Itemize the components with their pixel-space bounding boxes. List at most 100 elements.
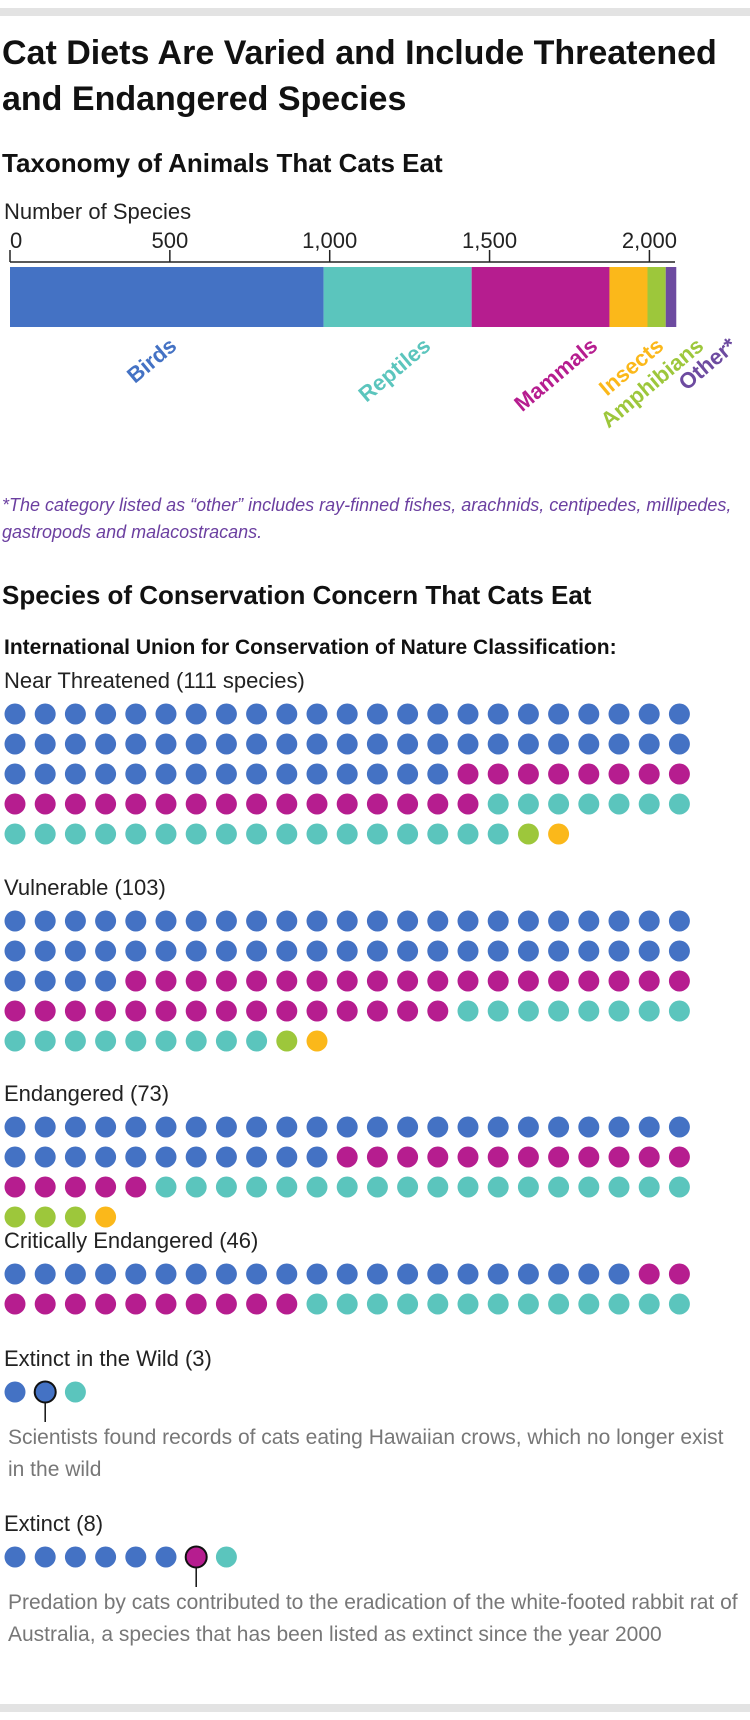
species-dot-birds: [306, 733, 328, 755]
species-dot-mammals: [366, 970, 388, 992]
species-dot-mammals: [4, 793, 26, 815]
species-dot-mammals: [306, 793, 328, 815]
species-dot-birds: [306, 1116, 328, 1138]
species-dot-birds: [33, 1380, 57, 1404]
species-dot-mammals: [276, 1293, 298, 1315]
group-label: Vulnerable (103): [4, 875, 166, 900]
bar-segment-birds: [10, 267, 324, 327]
species-dot-birds: [276, 1263, 298, 1285]
species-dot-reptiles: [668, 1176, 690, 1198]
species-dot-birds: [487, 733, 509, 755]
species-dot-mammals: [185, 793, 207, 815]
species-dot-reptiles: [276, 823, 298, 845]
species-dot-birds: [155, 1263, 177, 1285]
species-dot-reptiles: [155, 1030, 177, 1052]
species-dot-insects: [306, 1030, 328, 1052]
species-dot-birds: [34, 763, 56, 785]
species-dot-birds: [125, 763, 147, 785]
species-dot-birds: [638, 733, 660, 755]
species-dot-reptiles: [64, 823, 86, 845]
species-dot-birds: [366, 733, 388, 755]
species-dot-insects: [548, 823, 570, 845]
species-dot-birds: [366, 763, 388, 785]
species-dot-birds: [578, 940, 600, 962]
species-dot-birds: [457, 940, 479, 962]
species-dot-reptiles: [517, 1293, 539, 1315]
species-dot-birds: [397, 733, 419, 755]
species-dot-mammals: [427, 793, 449, 815]
species-dot-birds: [246, 1263, 268, 1285]
species-dot-mammals: [4, 1293, 26, 1315]
bar-segment-reptiles: [323, 267, 472, 327]
species-dot-mammals: [155, 1293, 177, 1315]
species-dot-mammals: [608, 1146, 630, 1168]
other-footnote: *The category listed as “other” includes…: [2, 495, 732, 542]
species-dot-birds: [215, 940, 237, 962]
species-dot-birds: [366, 910, 388, 932]
species-dot-birds: [487, 1116, 509, 1138]
species-dot-reptiles: [427, 1176, 449, 1198]
species-dot-birds: [427, 1116, 449, 1138]
species-dot-birds: [95, 763, 117, 785]
bar-segment-insects: [609, 267, 648, 327]
species-dot-reptiles: [366, 1293, 388, 1315]
species-dot-birds: [306, 703, 328, 725]
bar-segment-other: [665, 267, 677, 327]
species-dot-birds: [517, 733, 539, 755]
species-dot-reptiles: [125, 823, 147, 845]
species-dot-birds: [306, 1146, 328, 1168]
species-dot-birds: [64, 970, 86, 992]
species-dot-reptiles: [276, 1176, 298, 1198]
species-dot-birds: [64, 1146, 86, 1168]
species-dot-birds: [95, 1116, 117, 1138]
species-dot-birds: [608, 940, 630, 962]
species-dot-mammals: [34, 1000, 56, 1022]
species-dot-reptiles: [548, 793, 570, 815]
species-dot-birds: [548, 703, 570, 725]
species-dot-birds: [34, 1146, 56, 1168]
species-dot-birds: [4, 1116, 26, 1138]
species-dot-mammals: [155, 1000, 177, 1022]
species-dot-mammals: [34, 1293, 56, 1315]
species-dot-reptiles: [336, 1293, 358, 1315]
species-dot-reptiles: [64, 1030, 86, 1052]
species-dot-reptiles: [185, 1030, 207, 1052]
species-dot-birds: [548, 910, 570, 932]
species-dot-birds: [155, 910, 177, 932]
species-dot-birds: [638, 940, 660, 962]
species-dot-mammals: [517, 970, 539, 992]
dot-grid: [4, 1116, 690, 1228]
species-dot-birds: [366, 1263, 388, 1285]
species-dot-birds: [215, 1263, 237, 1285]
species-dot-reptiles: [246, 1030, 268, 1052]
species-dot-birds: [427, 733, 449, 755]
species-dot-mammals: [668, 1263, 690, 1285]
species-dot-birds: [336, 703, 358, 725]
species-dot-birds: [517, 1116, 539, 1138]
species-dot-birds: [125, 940, 147, 962]
species-dot-birds: [215, 733, 237, 755]
species-dot-mammals: [548, 763, 570, 785]
species-dot-birds: [306, 763, 328, 785]
species-dot-birds: [34, 910, 56, 932]
species-dot-reptiles: [155, 823, 177, 845]
species-dot-birds: [668, 910, 690, 932]
species-dot-reptiles: [457, 1000, 479, 1022]
species-dot-reptiles: [487, 793, 509, 815]
species-dot-birds: [64, 763, 86, 785]
species-dot-mammals: [336, 1000, 358, 1022]
species-dot-mammals: [336, 793, 358, 815]
species-dot-birds: [608, 910, 630, 932]
species-dot-mammals: [4, 1000, 26, 1022]
species-dot-mammals: [517, 1146, 539, 1168]
species-dot-mammals: [487, 970, 509, 992]
species-dot-mammals: [125, 1293, 147, 1315]
species-dot-mammals: [185, 970, 207, 992]
species-dot-mammals: [366, 1146, 388, 1168]
species-dot-birds: [185, 1146, 207, 1168]
species-dot-reptiles: [125, 1030, 147, 1052]
species-dot-birds: [185, 763, 207, 785]
species-dot-mammals: [34, 793, 56, 815]
species-dot-birds: [125, 1546, 147, 1568]
group-label: Extinct (8): [4, 1511, 104, 1536]
